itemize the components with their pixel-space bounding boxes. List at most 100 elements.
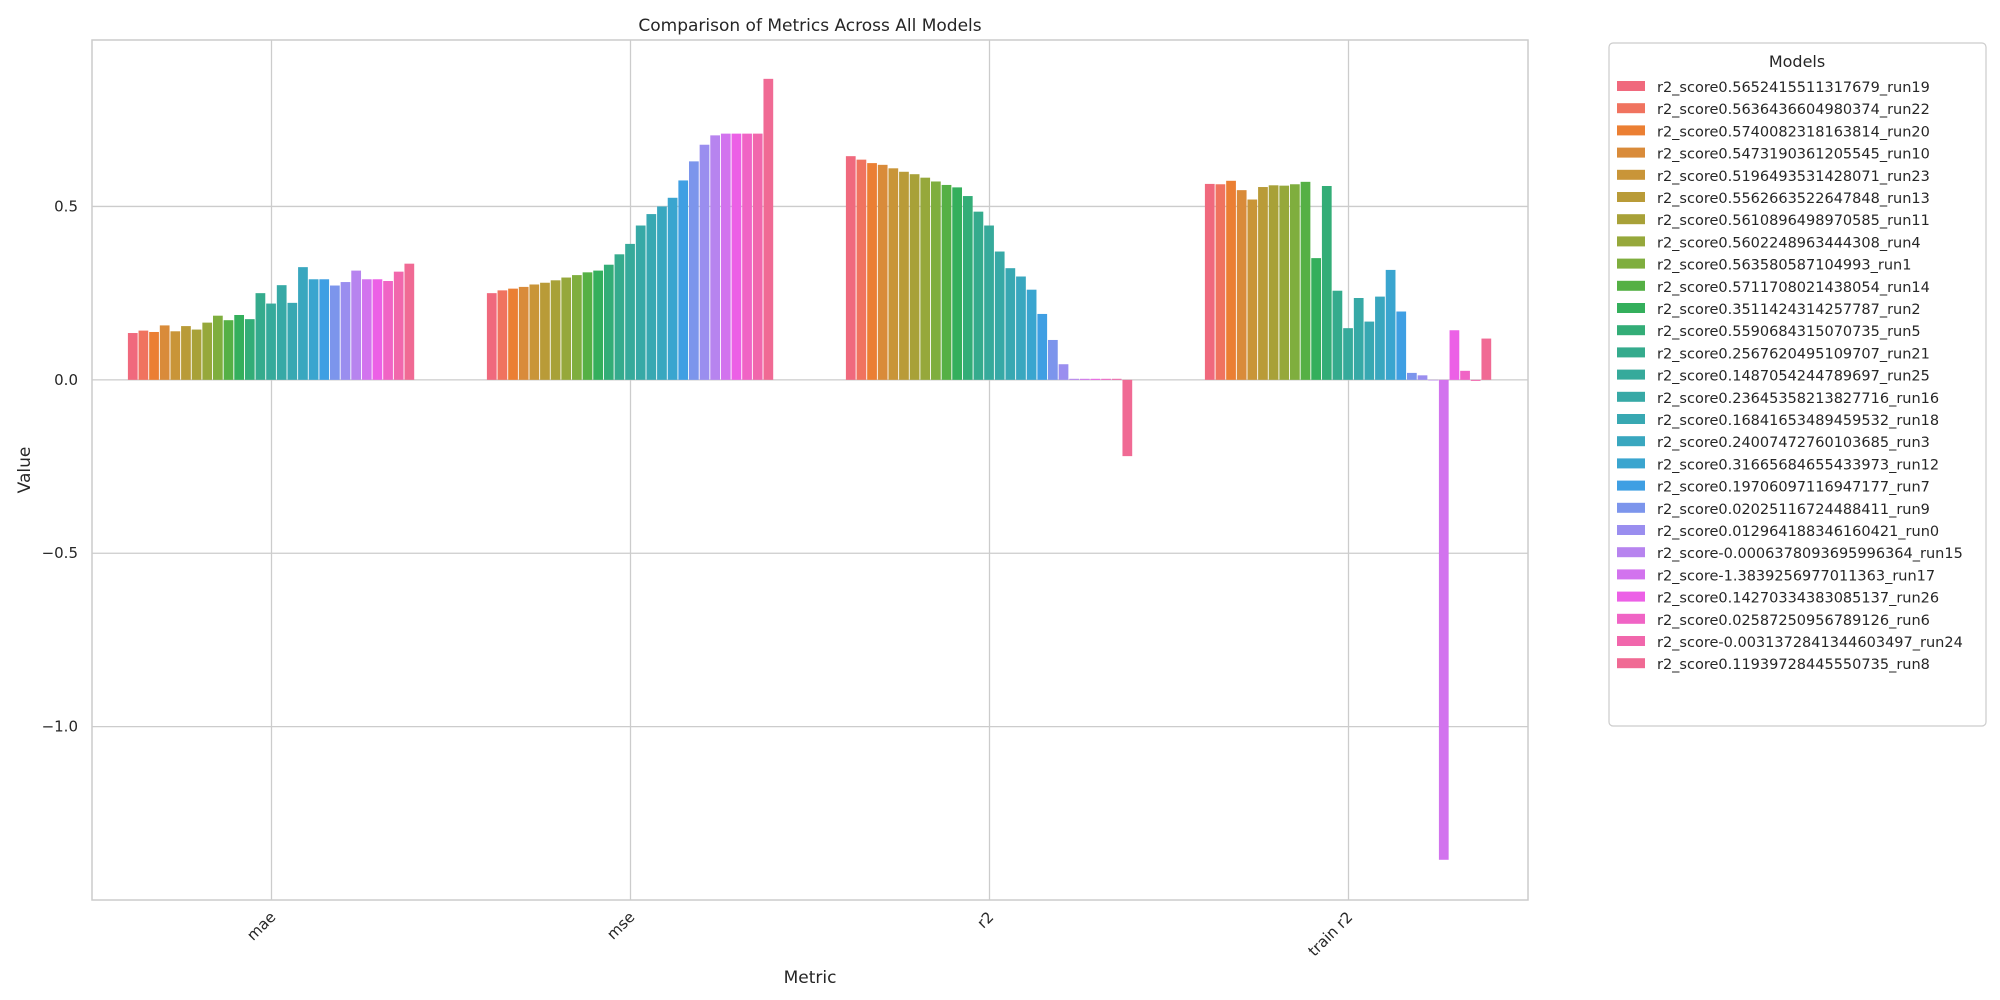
bar [1048,339,1058,380]
bar [518,286,529,380]
bar [1311,258,1322,380]
bar [1290,184,1300,380]
bar [984,225,994,380]
bar [383,281,393,380]
bar [689,161,699,380]
bar [752,133,763,380]
bar [1375,296,1385,380]
bar [877,164,888,380]
bar [572,275,582,380]
legend-swatch [1617,125,1645,136]
legend-label: r2_score0.3511424314257787_run2 [1657,302,1921,318]
legend-label: r2_score0.16841653489459532_run18 [1657,413,1939,429]
bar [731,133,742,380]
bar [667,197,678,380]
legend-label: r2_score0.5711708021438054_run14 [1657,280,1930,296]
bar [888,168,899,380]
legend-swatch [1617,147,1645,158]
bar [1279,185,1290,380]
bar [1449,330,1460,380]
bar [1332,290,1343,380]
bar [1353,298,1364,380]
bar [994,251,1005,380]
bar [159,325,170,380]
bar [1226,180,1236,380]
legend-label: r2_score0.11939728445550735_run8 [1657,657,1930,673]
legend-swatch [1617,591,1645,602]
bar [899,171,909,380]
bar [1122,379,1133,457]
bar [1470,379,1481,381]
bar [720,133,731,380]
bar [1058,364,1069,380]
legend-label: r2_score0.31665684655433973_run12 [1657,457,1939,473]
legend-label: r2_score0.5740082318163814_run20 [1657,124,1930,140]
bar [1438,379,1449,860]
bar [308,279,319,380]
legend-label: r2_score0.24007472760103685_run3 [1657,435,1930,451]
legend-label: r2_score0.2567620495109707_run21 [1657,346,1930,362]
legend-label: r2_score0.5602248963444308_run4 [1657,235,1921,251]
bar [1037,313,1048,380]
plot-frame [91,39,1529,901]
legend-title: Models [1769,52,1825,71]
bar [1481,338,1492,380]
y-tick-label: 0.5 [54,197,78,215]
bar [287,302,298,380]
bar [625,243,635,380]
bar [340,282,351,380]
bar [149,331,159,380]
legend-swatch [1617,192,1645,202]
y-tick-label: −0.5 [42,544,78,562]
y-tick-label: −1.0 [42,718,78,736]
bar [1005,268,1016,380]
bar [127,333,138,380]
legend-swatch [1617,658,1645,669]
legend-label: r2_score0.563580587104993_run1 [1657,258,1911,274]
legend-box [1608,42,1987,727]
legend-label: r2_score0.02025116724488411_run9 [1657,502,1930,518]
legend-swatch [1617,547,1645,558]
bar [276,285,287,380]
legend-label: r2_score0.5473190361205545_run10 [1657,147,1930,163]
bar [973,211,984,380]
bar [330,285,340,380]
bar [1407,372,1417,380]
legend-label: r2_score0.012964188346160421_run0 [1657,524,1939,540]
bar [1385,269,1396,380]
bar [593,270,604,380]
bar [1300,181,1311,380]
bar [1111,378,1122,380]
legend-label: r2_score-0.0006378093695996364_run15 [1657,546,1963,562]
legend-swatch [1617,569,1645,580]
legend-swatch [1617,103,1645,114]
bar [742,133,752,380]
y-axis-title: Value [15,447,35,494]
legend-swatch [1617,236,1645,247]
bar [1343,328,1353,380]
bar [1016,276,1026,380]
legend-label: r2_score0.5610896498970585_run11 [1657,213,1930,229]
bar [952,187,963,380]
legend-label: r2_score-0.0031372841344603497_run24 [1657,635,1963,651]
bar [202,322,213,380]
bar [1026,289,1037,380]
bar [699,144,710,380]
legend-swatch [1617,480,1645,491]
legend-swatch [1617,636,1645,646]
legend-label: r2_score0.5562663522647848_run13 [1657,191,1930,207]
legend-swatch [1617,414,1645,424]
legend-swatch [1617,458,1645,469]
bar [181,326,191,380]
legend-swatch [1617,303,1645,313]
bar [941,184,952,380]
bar [1396,311,1407,380]
x-axis-title: Metric [784,968,837,988]
bar [856,159,867,380]
legend-label: r2_score0.5636436604980374_run22 [1657,102,1930,118]
legend-label: r2_score0.5652415511317679_run19 [1657,80,1930,96]
bar [191,329,202,380]
legend-swatch [1617,502,1645,513]
bar [635,225,646,380]
